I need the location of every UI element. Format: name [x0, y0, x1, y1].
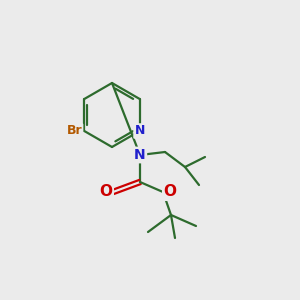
Text: N: N [134, 124, 145, 137]
Text: O: O [164, 184, 176, 200]
Text: O: O [100, 184, 112, 200]
Text: N: N [134, 148, 146, 162]
Text: Br: Br [67, 124, 82, 137]
